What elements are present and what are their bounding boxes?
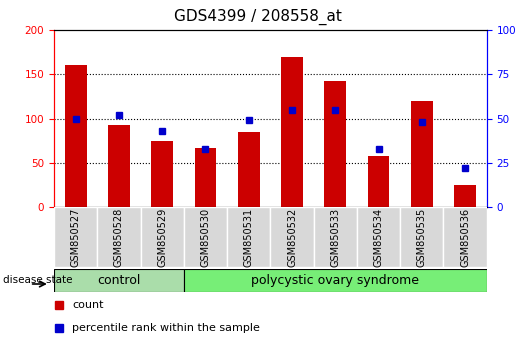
Text: control: control — [97, 274, 141, 287]
Bar — [270, 207, 314, 267]
Text: count: count — [72, 300, 104, 310]
Bar — [108, 125, 130, 207]
Text: GSM850529: GSM850529 — [157, 207, 167, 267]
Text: GDS4399 / 208558_at: GDS4399 / 208558_at — [174, 9, 341, 25]
Bar — [411, 101, 433, 207]
Bar — [227, 207, 270, 267]
Bar — [357, 207, 400, 267]
Bar — [314, 207, 357, 267]
Text: GSM850534: GSM850534 — [373, 207, 384, 267]
Bar — [443, 207, 487, 267]
Bar — [65, 65, 87, 207]
Bar — [184, 207, 227, 267]
Bar — [238, 132, 260, 207]
Text: GSM850530: GSM850530 — [200, 207, 211, 267]
Text: GSM850533: GSM850533 — [330, 207, 340, 267]
Text: GSM850535: GSM850535 — [417, 207, 427, 267]
Bar — [281, 57, 303, 207]
Bar — [368, 156, 389, 207]
Bar — [54, 269, 184, 292]
Bar — [195, 148, 216, 207]
Bar — [184, 269, 487, 292]
Bar — [324, 80, 346, 207]
Text: disease state: disease state — [3, 275, 72, 285]
Bar — [97, 207, 141, 267]
Bar — [54, 207, 97, 267]
Text: GSM850532: GSM850532 — [287, 207, 297, 267]
Bar — [454, 185, 476, 207]
Text: GSM850536: GSM850536 — [460, 207, 470, 267]
Bar — [151, 141, 173, 207]
Text: polycystic ovary syndrome: polycystic ovary syndrome — [251, 274, 419, 287]
Text: GSM850531: GSM850531 — [244, 207, 254, 267]
Text: GSM850528: GSM850528 — [114, 207, 124, 267]
Text: GSM850527: GSM850527 — [71, 207, 81, 267]
Bar — [141, 207, 184, 267]
Text: percentile rank within the sample: percentile rank within the sample — [72, 323, 260, 333]
Bar — [400, 207, 443, 267]
